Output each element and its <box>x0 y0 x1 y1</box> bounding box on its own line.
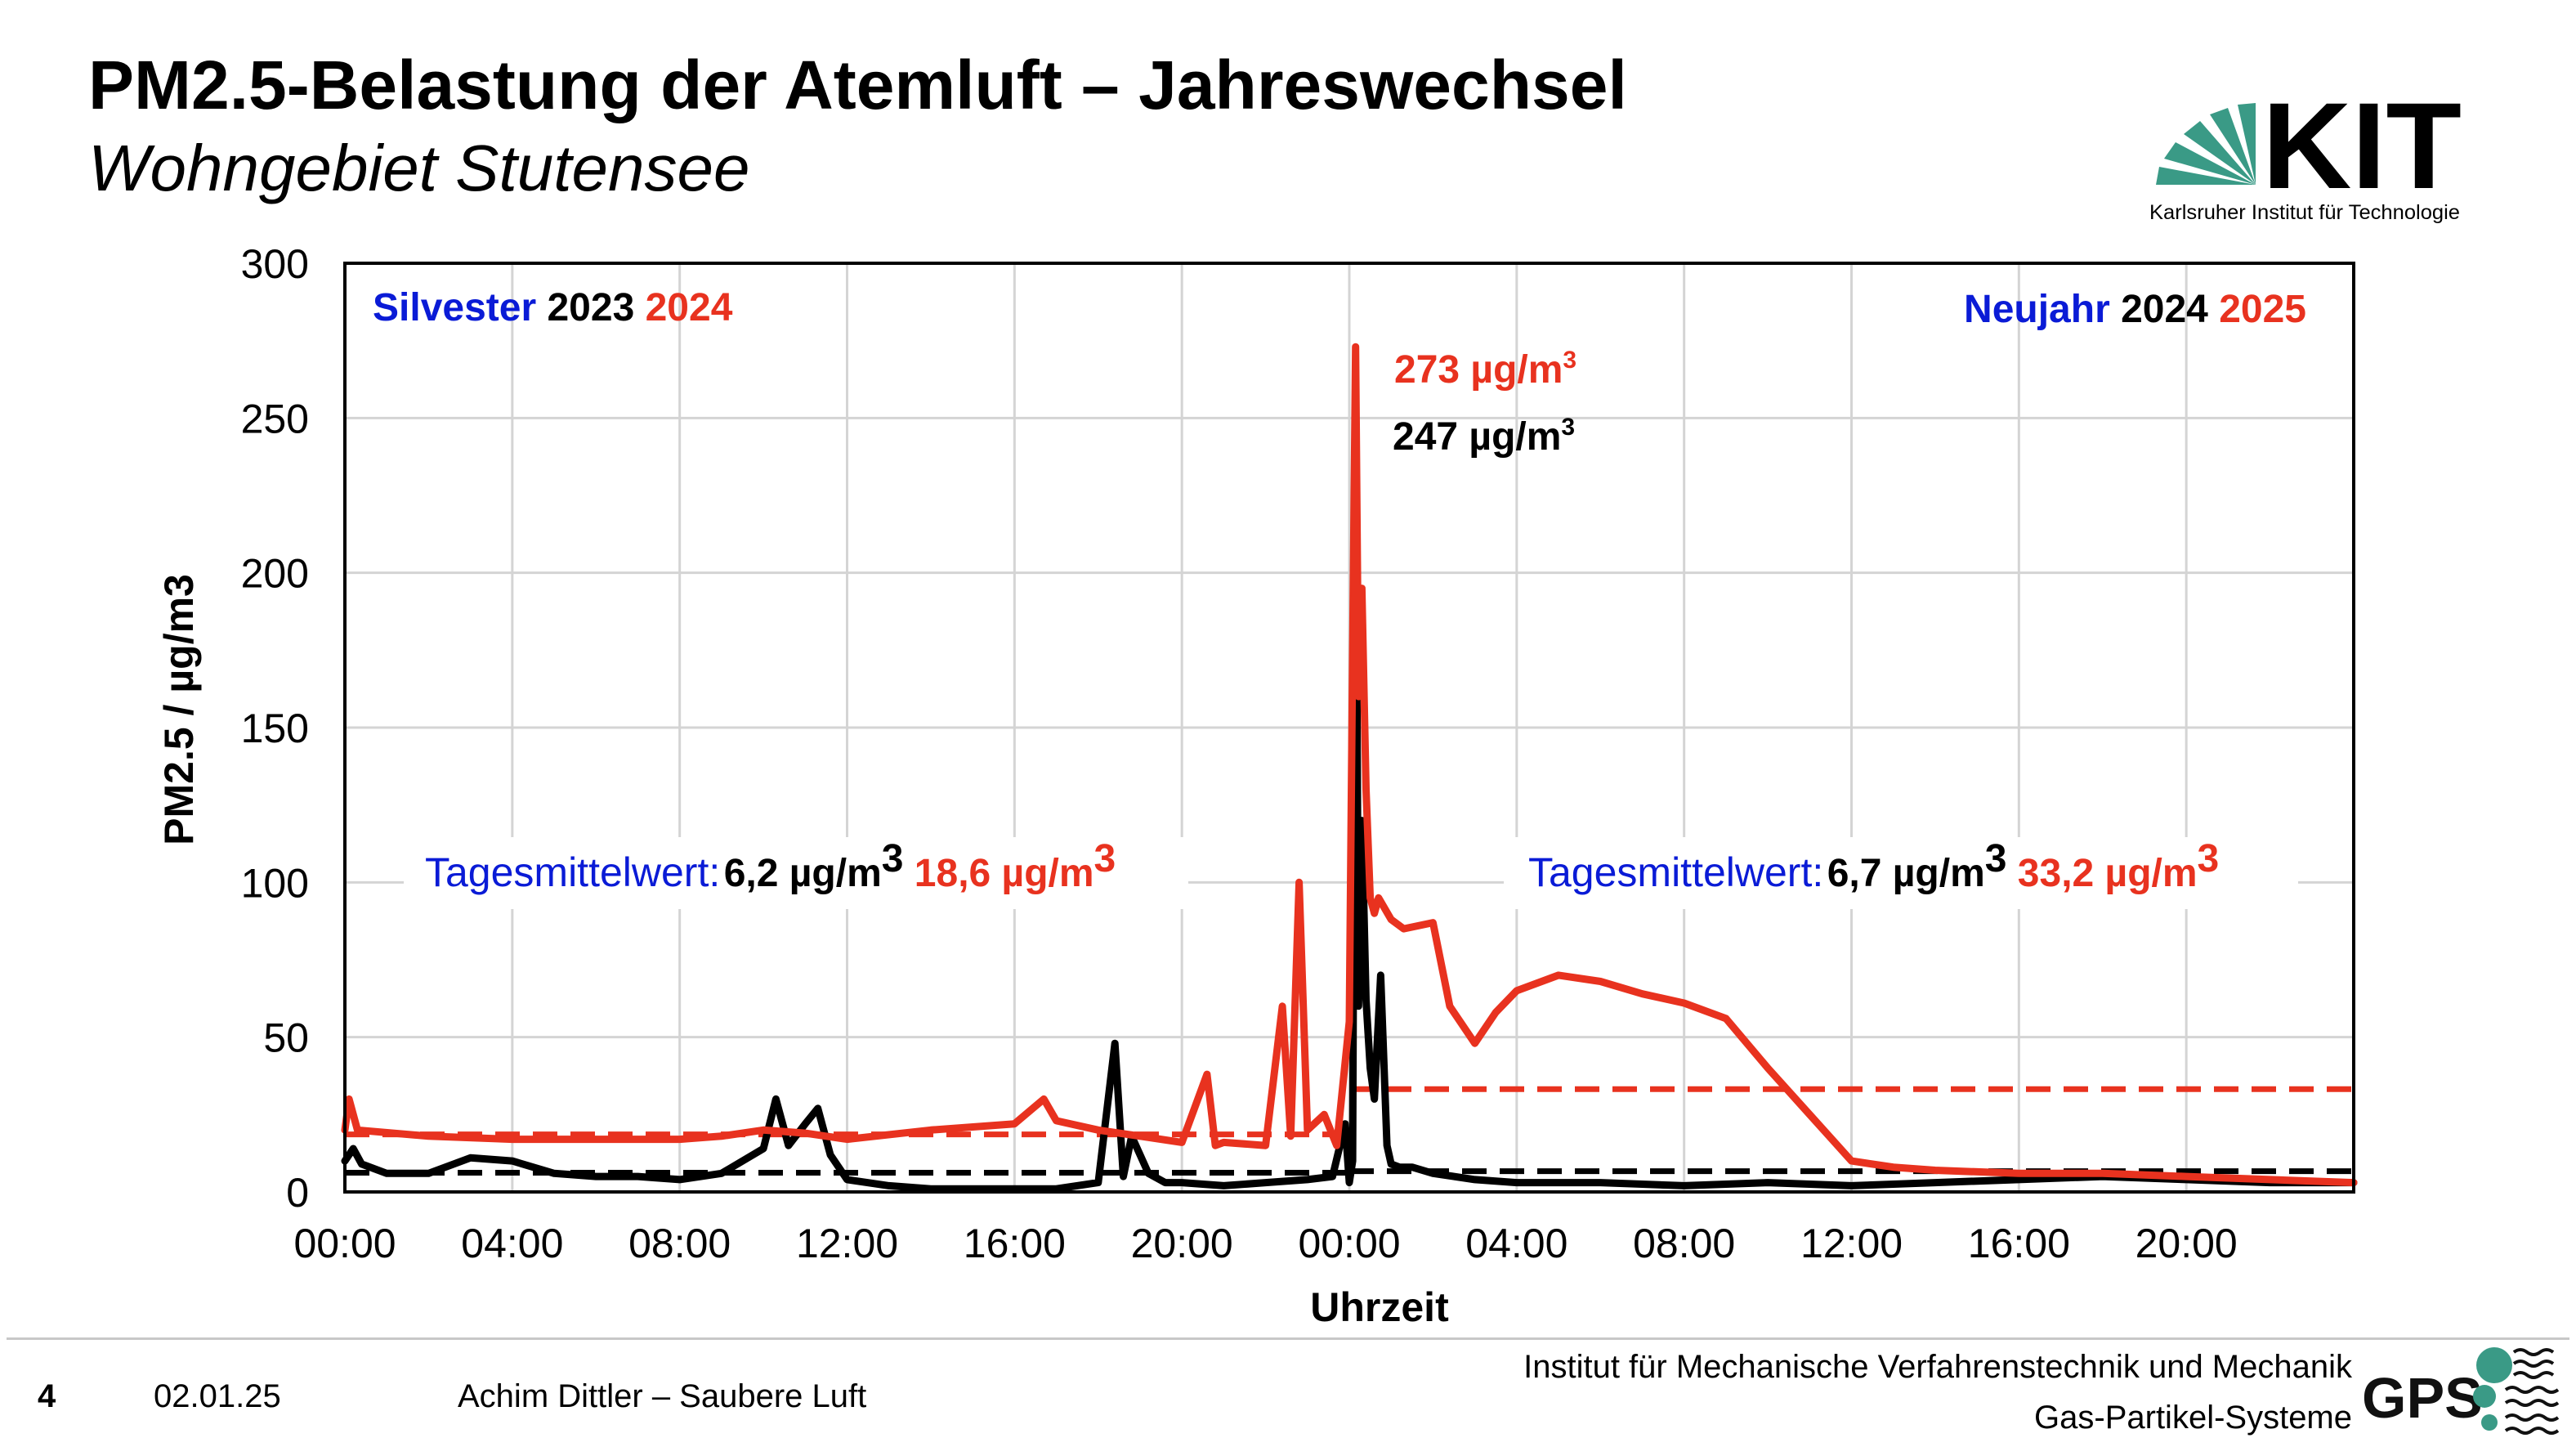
mean-label-right-bg <box>1504 837 2298 909</box>
gps-logo: GPS <box>2362 1347 2560 1435</box>
x-tick-label: 12:00 <box>1800 1221 1903 1266</box>
neujahr-year-a: 2024 <box>2121 288 2208 331</box>
x-tick-label: 16:00 <box>1968 1221 2070 1266</box>
kit-logo: KIT Karlsruher Institut für Technologie <box>2149 78 2462 224</box>
gps-particles-icon <box>2473 1347 2512 1431</box>
x-tick-label: 20:00 <box>2135 1221 2238 1266</box>
x-axis-title: Uhrzeit <box>1310 1284 1449 1330</box>
page-title: PM2.5-Belastung der Atemluft – Jahreswec… <box>88 47 1627 123</box>
kit-tagline: Karlsruher Institut für Technologie <box>2149 201 2460 224</box>
label-neujahr: Neujahr 2024 2025 <box>1964 288 2306 331</box>
x-tick-label: 04:00 <box>1465 1221 1568 1266</box>
mean-label-right: Tagesmittelwert: 6,7 µg/m3 33,2 µg/m3 <box>1528 837 2219 895</box>
footer-date: 02.01.25 <box>154 1378 281 1414</box>
page-subtitle: Wohngebiet Stutensee <box>88 132 750 204</box>
silvester-year-a: 2023 <box>547 286 634 329</box>
institute-line1: Institut für Mechanische Verfahrenstechn… <box>1523 1349 2352 1385</box>
kit-fan-icon <box>2156 103 2256 185</box>
x-tick-label: 00:00 <box>293 1221 396 1266</box>
silvester-word: Silvester <box>373 286 536 329</box>
page-number: 4 <box>38 1378 56 1414</box>
x-tick-label: 16:00 <box>964 1221 1066 1266</box>
x-tick-label: 20:00 <box>1131 1221 1233 1266</box>
y-tick-label: 0 <box>286 1170 309 1216</box>
neujahr-word: Neujahr <box>1964 288 2110 331</box>
y-axis-title: PM2.5 / µg/m3 <box>156 574 202 845</box>
footer-divider <box>7 1337 2569 1340</box>
x-tick-label: 12:00 <box>796 1221 898 1266</box>
neujahr-year-b: 2025 <box>2219 288 2306 331</box>
institute-line2: Gas-Partikel-Systeme <box>2034 1400 2352 1436</box>
x-tick-label: 08:00 <box>1633 1221 1735 1266</box>
peak-label-red: 273 µg/m3 <box>1394 347 1576 392</box>
gps-wave-icon <box>2504 1348 2560 1435</box>
silvester-year-b: 2024 <box>646 286 733 329</box>
kit-letters: KIT <box>2262 78 2462 214</box>
chart-series <box>341 343 2358 1193</box>
y-tick-label: 250 <box>241 396 309 441</box>
label-silvester: Silvester 2023 2024 <box>373 286 733 329</box>
gps-letters: GPS <box>2362 1366 2483 1430</box>
x-axis-ticks: 00:00 04:00 08:00 12:00 16:00 20:00 00:00 04:00… <box>293 1221 2237 1266</box>
peak-label-black: 247 µg/m3 <box>1393 414 1575 459</box>
y-tick-label: 150 <box>241 706 309 751</box>
x-tick-label: 00:00 <box>1298 1221 1400 1266</box>
mean-label-left: Tagesmittelwert: 6,2 µg/m3 18,6 µg/m3 <box>425 837 1116 895</box>
y-tick-label: 200 <box>241 551 309 597</box>
y-tick-label: 50 <box>263 1015 309 1061</box>
plot-frame <box>343 262 2355 1194</box>
x-tick-label: 08:00 <box>628 1221 731 1266</box>
series-line <box>341 343 2358 1187</box>
y-axis-ticks: 0 50 100 150 200 250 300 <box>241 241 309 1216</box>
y-tick-label: 100 <box>241 860 309 906</box>
x-tick-label: 04:00 <box>461 1221 563 1266</box>
mean-label-left-bg <box>404 837 1188 909</box>
footer-author: Achim Dittler – Saubere Luft <box>458 1378 867 1414</box>
y-tick-label: 300 <box>241 241 309 287</box>
series-line <box>341 423 2358 1193</box>
